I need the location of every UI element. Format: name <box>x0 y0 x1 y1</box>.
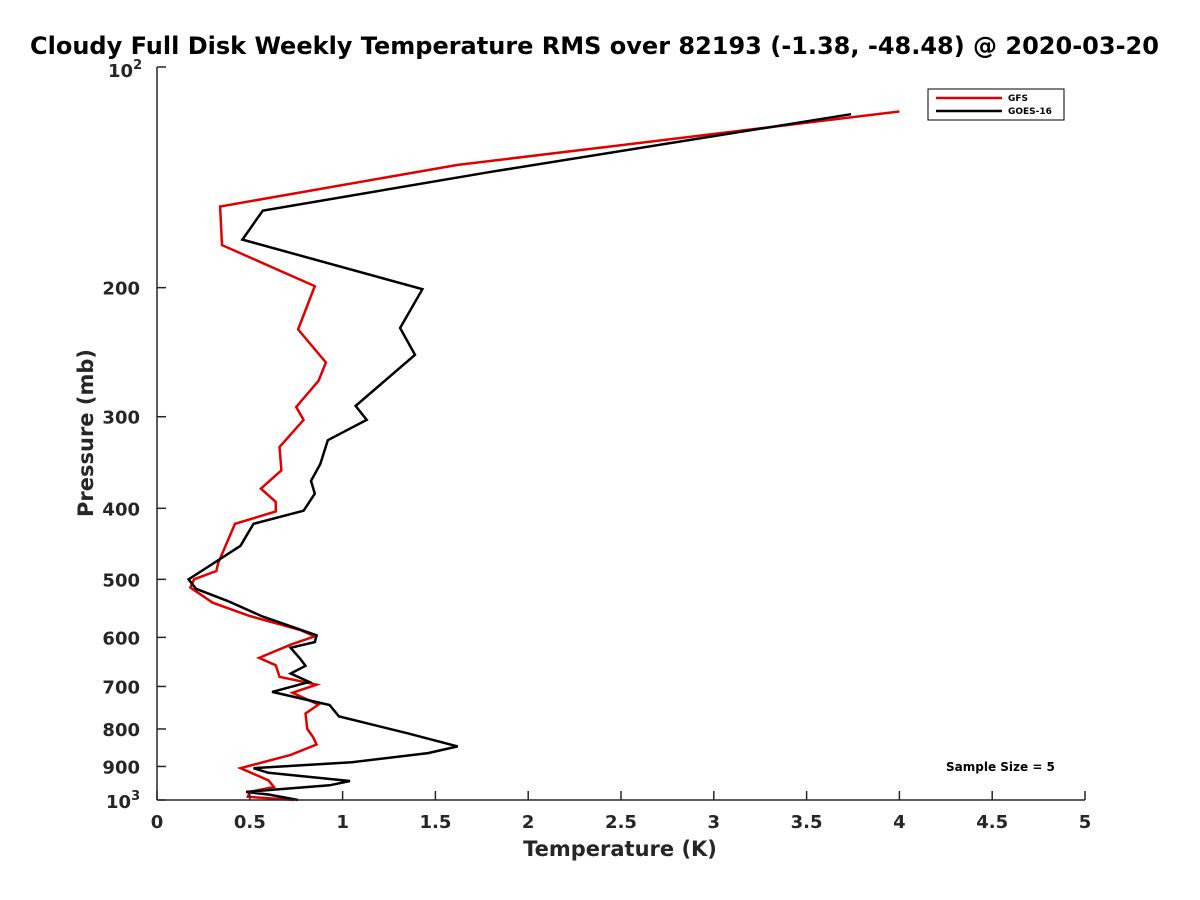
series-line-gfs <box>188 110 900 802</box>
y-tick-label: 300 <box>102 408 140 429</box>
x-tick-label: 1 <box>336 812 349 833</box>
legend-box <box>927 88 1065 121</box>
y-tick-label: 200 <box>102 279 140 300</box>
y-tick-label-top: 102 <box>108 58 142 82</box>
chart-title: Cloudy Full Disk Weekly Temperature RMS … <box>30 32 1159 60</box>
series-layer <box>186 110 900 802</box>
x-tick-label: 5 <box>1079 812 1092 833</box>
legend: GFS GOES-16 <box>927 88 1065 121</box>
axes-layer <box>156 67 1085 801</box>
legend-label-goes-16: GOES-16 <box>1008 107 1052 117</box>
x-tick-label: 3 <box>708 812 721 833</box>
x-tick-label: 4 <box>893 812 906 833</box>
y-bottom-base: 10 <box>106 792 131 813</box>
x-tick-label: 3.5 <box>791 812 823 833</box>
legend-label-gfs: GFS <box>1008 94 1028 104</box>
plot-area: 0 0.5 1 1.5 2 2.5 3 3.5 4 4.5 5 200 300 400 500 600 700… <box>102 66 1092 833</box>
x-tick-label: 2.5 <box>605 812 637 833</box>
y-tick-label-bottom: 103 <box>106 789 140 813</box>
x-tick-label: 1.5 <box>419 812 451 833</box>
x-tick-label: 0.5 <box>234 812 266 833</box>
x-tick-label: 2 <box>522 812 535 833</box>
y-tick-label: 900 <box>102 757 140 778</box>
y-tick-label: 500 <box>102 570 140 591</box>
y-tick-label: 400 <box>102 499 140 520</box>
y-top-base: 10 <box>108 61 133 82</box>
x-tick-label: 0 <box>151 812 164 833</box>
y-tick-label: 600 <box>102 628 140 649</box>
x-tick-label: 4.5 <box>976 812 1008 833</box>
x-axis-label: Temperature (K) <box>523 837 717 861</box>
y-axis-label: Pressure (mb) <box>74 349 98 517</box>
y-bottom-exp: 3 <box>131 789 140 804</box>
y-top-exp: 2 <box>133 58 142 73</box>
series-line-goes-16 <box>186 112 852 802</box>
y-tick-label: 700 <box>102 677 140 698</box>
sample-size-annotation: Sample Size = 5 <box>946 760 1055 774</box>
y-tick-label: 800 <box>102 720 140 741</box>
x-ticks: 0 0.5 1 1.5 2 2.5 3 3.5 4 4.5 5 <box>151 791 1092 833</box>
y-ticks: 200 300 400 500 600 700 800 900 <box>102 66 166 801</box>
